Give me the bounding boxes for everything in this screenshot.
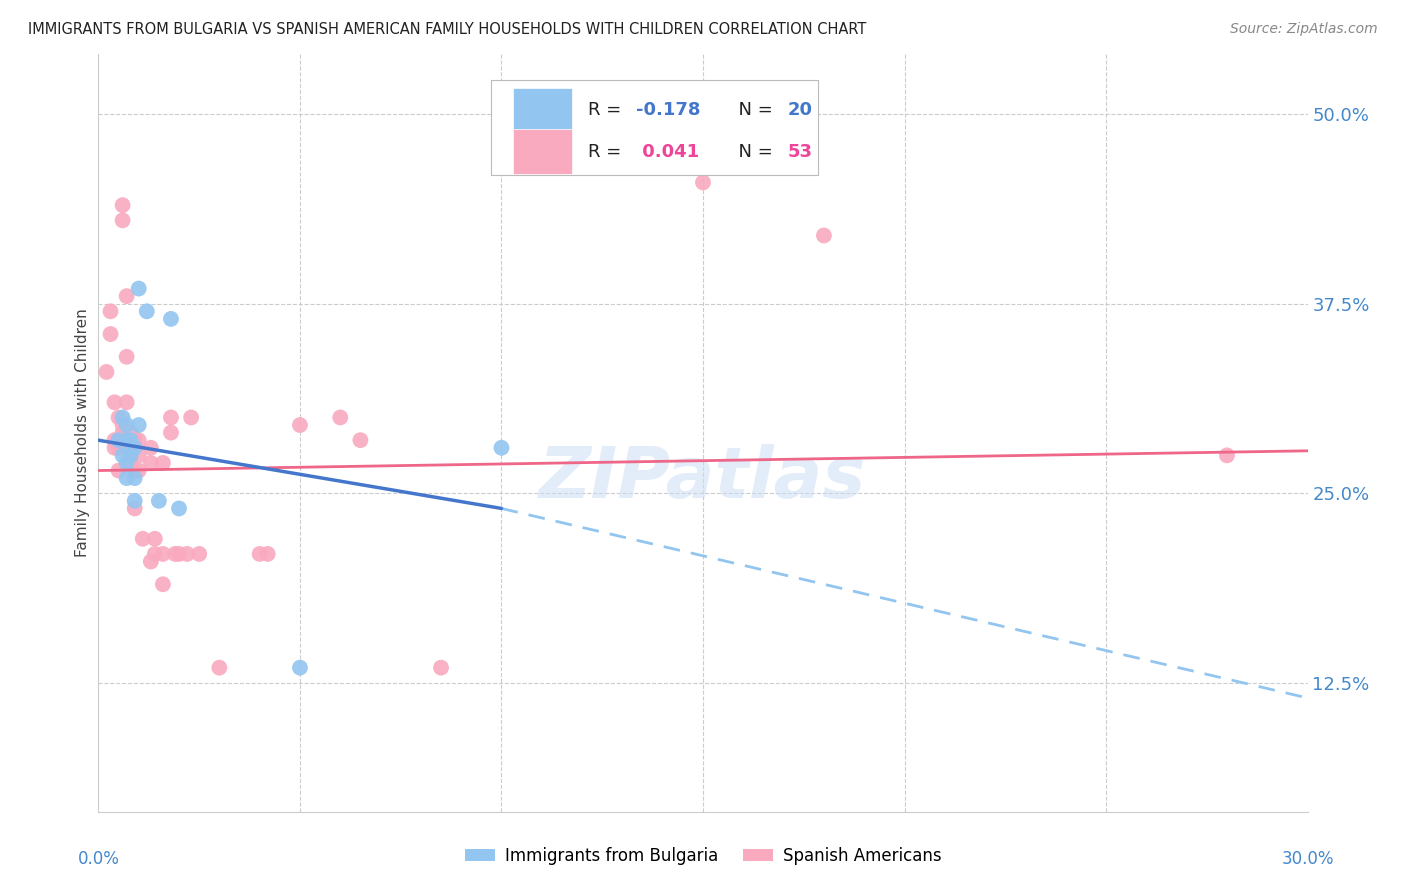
Point xyxy=(107,434,129,448)
Point xyxy=(152,577,174,591)
Text: 0.041: 0.041 xyxy=(637,143,700,161)
Point xyxy=(107,410,129,425)
Point xyxy=(115,418,138,433)
Text: R =: R = xyxy=(588,143,627,161)
Point xyxy=(124,494,146,508)
Point xyxy=(128,464,150,478)
Point xyxy=(111,425,134,440)
Point xyxy=(124,464,146,478)
Point xyxy=(176,547,198,561)
Point xyxy=(103,441,125,455)
Text: 30.0%: 30.0% xyxy=(1281,849,1334,868)
Point xyxy=(120,456,142,470)
Point xyxy=(148,494,170,508)
Point xyxy=(124,501,146,516)
Point xyxy=(111,213,134,227)
Point xyxy=(115,471,138,485)
Point xyxy=(120,441,142,455)
Point xyxy=(163,547,186,561)
Text: 0.0%: 0.0% xyxy=(77,849,120,868)
Point xyxy=(167,547,190,561)
Point xyxy=(115,350,138,364)
Point xyxy=(430,660,453,675)
Text: 53: 53 xyxy=(787,143,813,161)
Point xyxy=(111,449,134,463)
Point xyxy=(143,547,166,561)
Text: 20: 20 xyxy=(787,101,813,119)
Point xyxy=(100,327,122,342)
Point xyxy=(208,660,231,675)
Point xyxy=(124,471,146,485)
Point xyxy=(132,532,155,546)
FancyBboxPatch shape xyxy=(492,80,818,175)
Point xyxy=(120,434,142,448)
Point xyxy=(128,449,150,463)
Point xyxy=(103,434,125,448)
Point xyxy=(111,418,134,433)
Point xyxy=(249,547,271,561)
Point xyxy=(107,464,129,478)
Y-axis label: Family Households with Children: Family Households with Children xyxy=(75,309,90,557)
FancyBboxPatch shape xyxy=(513,87,572,132)
Point xyxy=(160,425,183,440)
Point xyxy=(288,418,311,433)
Point xyxy=(103,395,125,409)
Text: -0.178: -0.178 xyxy=(637,101,702,119)
Text: Source: ZipAtlas.com: Source: ZipAtlas.com xyxy=(1230,22,1378,37)
Point xyxy=(115,289,138,303)
Point xyxy=(107,434,129,448)
Point xyxy=(188,547,211,561)
Point xyxy=(139,456,162,470)
Point xyxy=(115,434,138,448)
Point xyxy=(128,282,150,296)
Text: N =: N = xyxy=(727,101,779,119)
Text: R =: R = xyxy=(588,101,627,119)
Point xyxy=(96,365,118,379)
Point xyxy=(152,547,174,561)
Point xyxy=(107,441,129,455)
FancyBboxPatch shape xyxy=(513,129,572,174)
Point xyxy=(120,449,142,463)
Point xyxy=(349,434,371,448)
Point xyxy=(180,410,202,425)
Point xyxy=(115,456,138,470)
Point xyxy=(143,532,166,546)
Point xyxy=(160,312,183,326)
Point xyxy=(111,410,134,425)
Point xyxy=(167,501,190,516)
Point xyxy=(124,441,146,455)
Point xyxy=(329,410,352,425)
Point xyxy=(491,441,513,455)
Point xyxy=(160,410,183,425)
Point xyxy=(135,304,157,318)
Point xyxy=(288,660,311,675)
Point xyxy=(124,434,146,448)
Point xyxy=(692,175,714,190)
Point xyxy=(111,198,134,212)
Point xyxy=(128,434,150,448)
Point xyxy=(115,441,138,455)
Point xyxy=(139,555,162,569)
Point xyxy=(128,418,150,433)
Text: ZIPatlas: ZIPatlas xyxy=(540,443,866,513)
Point xyxy=(100,304,122,318)
Point xyxy=(256,547,278,561)
Point xyxy=(813,228,835,243)
Point xyxy=(152,456,174,470)
Text: IMMIGRANTS FROM BULGARIA VS SPANISH AMERICAN FAMILY HOUSEHOLDS WITH CHILDREN COR: IMMIGRANTS FROM BULGARIA VS SPANISH AMER… xyxy=(28,22,866,37)
Point xyxy=(139,441,162,455)
Text: N =: N = xyxy=(727,143,779,161)
Point xyxy=(120,425,142,440)
Point xyxy=(115,395,138,409)
Legend: Immigrants from Bulgaria, Spanish Americans: Immigrants from Bulgaria, Spanish Americ… xyxy=(458,840,948,871)
Point xyxy=(1216,449,1239,463)
